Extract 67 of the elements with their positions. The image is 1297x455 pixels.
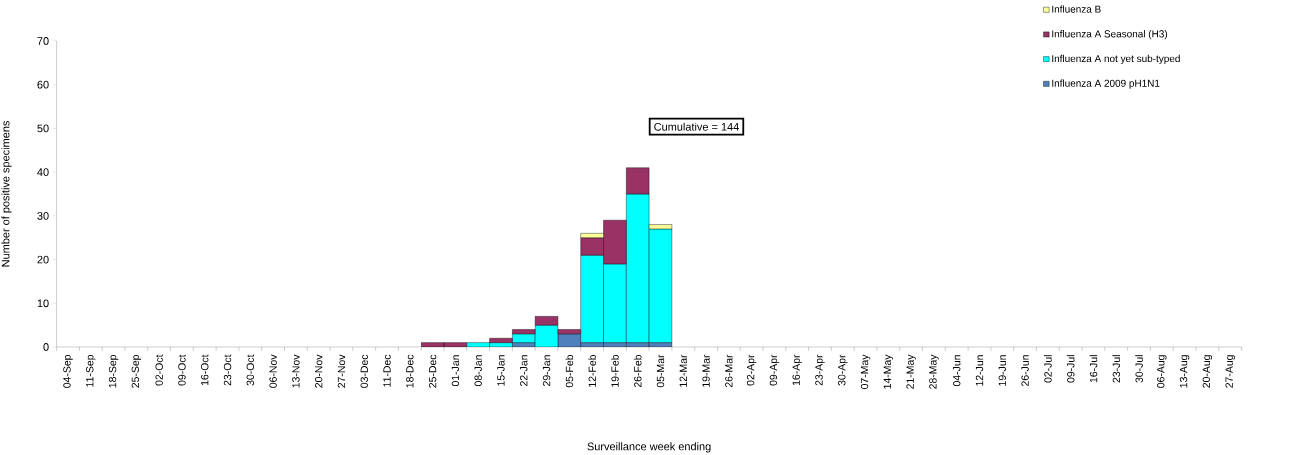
x-tick-label: 02-Jul (1044, 355, 1052, 383)
x-tick-label: 20-Nov (314, 354, 323, 388)
x-tick-label: 22-Jan (520, 355, 528, 386)
x-tick-label: 26-Mar (725, 354, 733, 388)
x-tick-label: 23-Oct (223, 354, 232, 386)
x-tick-label: 19-Jun (998, 355, 1007, 386)
x-tick-label: 27-Nov (337, 354, 346, 388)
x-tick-label: 12-Jun (975, 355, 984, 386)
x-tick-label: 16-Oct (201, 354, 209, 386)
y-tick-label: 0 (43, 343, 49, 351)
x-tick-label: 29-Jan (542, 355, 551, 386)
x-tick-label: 30-Jul (1135, 355, 1143, 383)
y-tick-label: 60 (37, 80, 49, 89)
x-tick-label: 23-Apr (815, 354, 825, 386)
x-tick-label: 06-Nov (269, 354, 277, 388)
x-tick-label: 09-Jul (1066, 355, 1075, 383)
x-tick-label: 01-Jan (451, 355, 460, 387)
x-axis-title: Surveillance week ending (587, 442, 711, 453)
x-tick-label: 13-Nov (292, 354, 300, 388)
x-tick-label: 26-Jun (1021, 355, 1029, 386)
x-tick-label: 03-Dec (360, 354, 368, 388)
x-tick-label: 18-Sep (108, 354, 119, 388)
x-tick-label: 02-Oct (155, 354, 163, 386)
x-tick-label: 27-Aug (1225, 355, 1235, 388)
y-tick-label: 20 (37, 255, 49, 264)
x-tick-label: 28-May (929, 354, 939, 389)
x-tick-label: 16-Apr (792, 354, 802, 386)
y-tick-label: 10 (37, 299, 49, 308)
x-tick-label: 04-Jun (953, 355, 961, 387)
y-axis-title: Number of positive specimens (1, 121, 12, 267)
x-tick-label: 15-Jan (497, 355, 505, 386)
x-tick-label: 30-Oct (246, 354, 255, 386)
annotation: Cumulative = 144 (654, 122, 739, 131)
y-tick-label: 50 (37, 124, 49, 133)
x-tick-label: 04-Sep (63, 354, 73, 388)
x-tick-label: 11-Dec (383, 354, 391, 387)
legend-label: Influenza A Seasonal (H3) (1052, 30, 1168, 40)
x-tick-label: 30-Apr (838, 354, 848, 386)
x-tick-label: 02-Apr (746, 354, 757, 386)
x-tick-label: 23-Jul (1112, 355, 1121, 383)
x-tick-label: 08-Jan (474, 355, 482, 387)
x-tick-label: 09-Apr (769, 354, 780, 386)
y-tick-label: 40 (37, 168, 49, 177)
x-tick-label: 14-May (883, 354, 894, 389)
x-tick-label: 20-Aug (1202, 355, 1213, 388)
x-tick-label: 21-May (906, 354, 916, 389)
x-tick-label: 25-Dec (428, 354, 437, 388)
legend-label: Influenza A not yet sub-typed (1052, 54, 1180, 65)
x-tick-label: 26-Feb (633, 354, 642, 388)
x-tick-label: 19-Mar (702, 354, 710, 387)
x-tick-label: 09-Oct (178, 354, 186, 386)
legend-label: Influenza A 2009 pH1N1 (1052, 79, 1160, 89)
x-tick-label: 06-Aug (1157, 355, 1167, 388)
x-tick-label: 13-Aug (1179, 355, 1190, 388)
x-tick-label: 05-Feb (565, 354, 574, 388)
x-tick-label: 16-Jul (1089, 355, 1098, 383)
x-tick-label: 07-May (860, 354, 871, 389)
x-tick-label: 19-Feb (611, 354, 619, 387)
x-tick-label: 25-Sep (131, 354, 142, 388)
x-tick-label: 12-Feb (588, 354, 596, 387)
legend-label: Influenza B (1052, 5, 1101, 13)
x-tick-label: 05-Mar (656, 354, 665, 388)
y-tick-label: 70 (37, 37, 49, 45)
x-tick-label: 12-Mar (679, 354, 687, 387)
x-tick-label: 18-Dec (406, 354, 414, 388)
y-tick-label: 30 (37, 211, 49, 220)
x-tick-label: 11-Sep (86, 354, 96, 387)
